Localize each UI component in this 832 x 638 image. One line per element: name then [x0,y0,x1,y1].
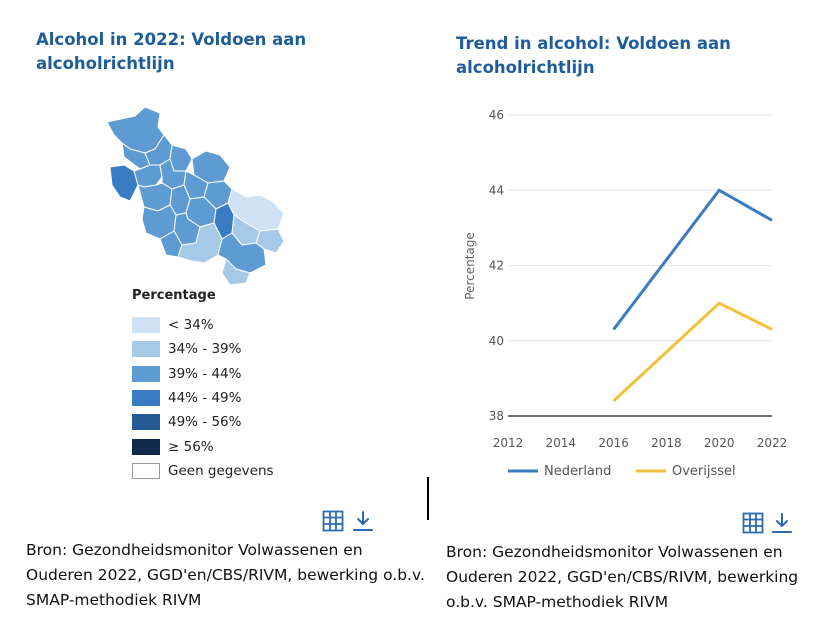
legend-swatch [132,414,160,431]
series-line-nederland[interactable] [612,188,773,331]
download-icon[interactable] [352,510,374,532]
y-tick-label: 42 [489,259,504,273]
legend-item: 34% - 39% [132,337,274,361]
map-legend: < 34% 34% - 39% 39% - 44% 44% - 49% 49% … [132,313,274,483]
legend-swatch [132,462,160,479]
legend-item: ≥ 56% [132,434,274,458]
y-tick-label: 44 [489,183,504,197]
map-region[interactable] [169,144,193,172]
legend-swatch [132,365,160,382]
legend-item-overijssel[interactable]: Overijssel [636,464,736,479]
legend-label: Overijssel [672,464,736,479]
legend-swatch [132,341,160,358]
legend-label: 44% - 49% [168,390,242,407]
map-region[interactable] [106,106,165,154]
legend-label: < 34% [168,317,214,334]
legend-label: ≥ 56% [168,438,214,455]
legend-item-nederland[interactable]: Nederland [508,464,611,479]
grid-lines [508,114,772,417]
legend-item: 49% - 56% [132,410,274,434]
map-region[interactable] [109,164,139,202]
source-note: Bron: Gezondheidsmonitor Volwassenen en … [446,543,799,611]
x-tick-label: 2018 [651,436,682,450]
x-tick-label: 2012 [493,436,524,450]
map-title: Alcohol in 2022: Voldoen aan alcoholrich… [36,30,307,73]
chart-title: Trend in alcohol: Voldoen aan alcoholric… [456,34,731,77]
y-tick-label: 46 [489,108,504,122]
download-icon[interactable] [771,512,793,534]
y-tick-label: 40 [489,334,504,348]
y-tick-label: 38 [489,409,504,423]
legend-item: 44% - 49% [132,386,274,410]
legend-item: < 34% [132,313,274,337]
legend-swatch [132,390,160,407]
y-axis-label: Percentage [463,232,477,300]
text-cursor [427,477,429,520]
legend-item: 39% - 44% [132,362,274,386]
trend-line-chart: 38 40 42 44 46 2012 2014 2016 2018 2020 2022 Perc… [463,108,788,479]
legend-swatch [132,317,160,334]
y-axis: 38 40 42 44 46 [489,108,504,423]
map-region[interactable] [221,258,251,286]
legend-label: Nederland [544,464,611,479]
legend-label: Geen gegevens [168,462,274,479]
legend-label: 49% - 56% [168,414,242,431]
x-tick-label: 2016 [598,436,629,450]
legend-label: 34% - 39% [168,341,242,358]
source-note: Bron: Gezondheidsmonitor Volwassenen en … [26,541,425,609]
x-axis: 2012 2014 2016 2018 2020 2022 [493,436,788,450]
legend-title: Percentage [132,288,216,303]
x-tick-label: 2022 [757,436,788,450]
legend-label: 39% - 44% [168,365,242,382]
map-region[interactable] [133,164,163,188]
table-icon[interactable] [322,510,344,532]
series-group [612,188,773,403]
legend-item: Geen gegevens [132,459,274,483]
legend-swatch [132,438,160,455]
table-icon[interactable] [742,512,764,534]
chart-legend: Nederland Overijssel [508,464,736,479]
series-line-overijssel[interactable] [612,301,773,403]
municipality-map[interactable] [100,105,300,290]
x-tick-label: 2020 [704,436,735,450]
x-tick-label: 2014 [546,436,577,450]
